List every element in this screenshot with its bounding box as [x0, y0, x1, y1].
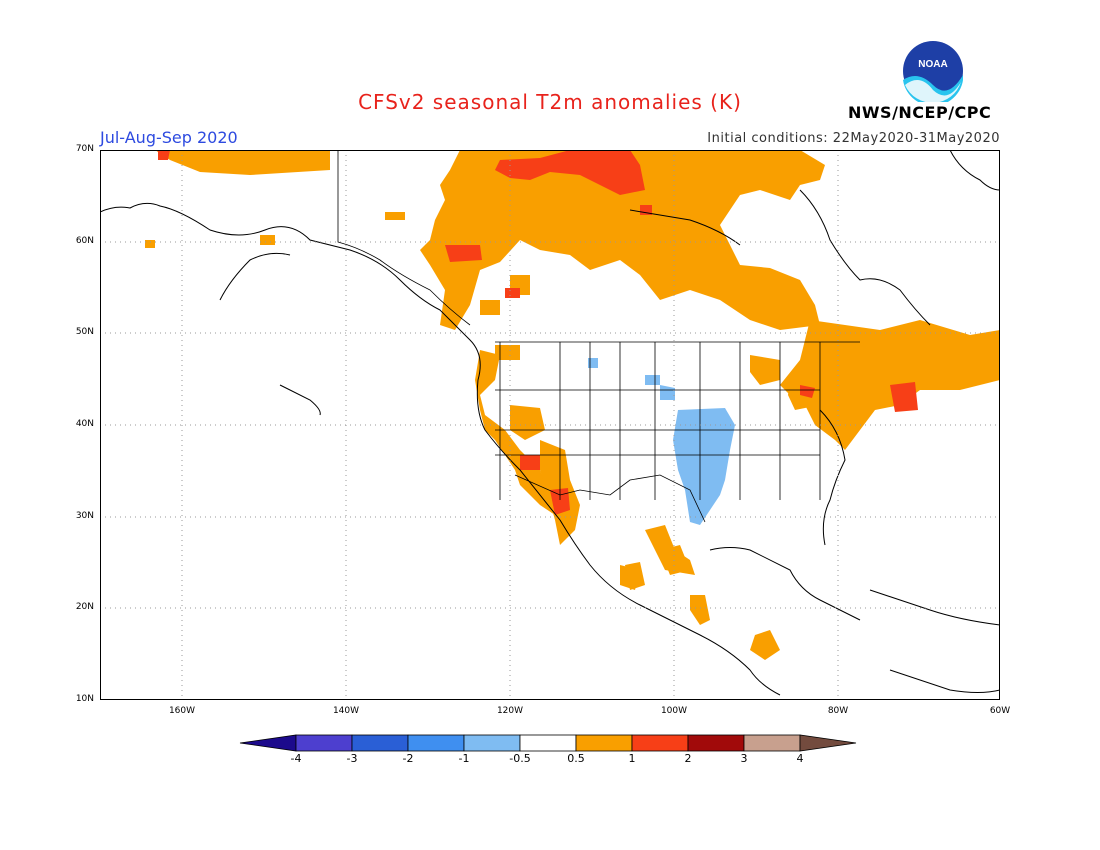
- colorbar-segment-3: [463, 734, 521, 752]
- colorbar-segments: [239, 734, 857, 752]
- lon-label-140w: 140W: [332, 706, 360, 716]
- anomaly-red-regions: [158, 150, 918, 515]
- gridlines: [100, 150, 1000, 700]
- colorbar-label: -4: [290, 752, 302, 765]
- colorbar-label: -1: [458, 752, 470, 765]
- lon-label-100w: 100W: [660, 706, 688, 716]
- lon-label-120w: 120W: [496, 706, 524, 716]
- lat-label-30n: 30N: [75, 511, 94, 521]
- colorbar-segment-8: [743, 734, 801, 752]
- colorbar-label: 1: [628, 752, 636, 765]
- colorbar-segment-5: [575, 734, 633, 752]
- logo-text: NOAA: [918, 59, 947, 70]
- colorbar-segment-2: [407, 734, 465, 752]
- coastlines: [100, 150, 1000, 696]
- initial-conditions-label: Initial conditions: 22May2020-31May2020: [707, 131, 1000, 146]
- colorbar-label: 3: [740, 752, 748, 765]
- colorbar-label: 0.5: [567, 752, 585, 765]
- season-label: Jul-Aug-Sep 2020: [100, 128, 238, 147]
- colorbar-segment-high-end: [799, 734, 857, 752]
- political-borders: [337, 150, 860, 523]
- map-title: CFSv2 seasonal T2m anomalies (K): [358, 90, 742, 114]
- colorbar-segment-0: [295, 734, 353, 752]
- lon-label-60w: 60W: [989, 706, 1011, 716]
- colorbar-segment-1: [351, 734, 409, 752]
- anomaly-map: [100, 150, 1000, 700]
- agency-label: NWS/NCEP/CPC: [848, 103, 992, 122]
- colorbar-label: 4: [796, 752, 804, 765]
- colorbar-segment-6: [631, 734, 689, 752]
- lat-label-20n: 20N: [75, 602, 94, 612]
- lon-label-160w: 160W: [168, 706, 196, 716]
- colorbar-label: -3: [346, 752, 358, 765]
- lat-label-40n: 40N: [75, 419, 94, 429]
- colorbar-segment-7: [687, 734, 745, 752]
- colorbar-segment-low-end: [239, 734, 297, 752]
- colorbar-label: 2: [684, 752, 692, 765]
- lon-label-80w: 80W: [827, 706, 849, 716]
- noaa-logo: NOAA: [903, 41, 963, 102]
- anomaly-blue-regions: [588, 358, 735, 525]
- colorbar: [239, 734, 857, 752]
- colorbar-label: -0.5: [509, 752, 531, 765]
- colorbar-segment-4: [519, 734, 577, 752]
- lat-label-50n: 50N: [75, 327, 94, 337]
- lat-label-10n: 10N: [75, 694, 94, 704]
- lat-label-70n: 70N: [75, 144, 94, 154]
- lat-label-60n: 60N: [75, 236, 94, 246]
- colorbar-label: -2: [402, 752, 414, 765]
